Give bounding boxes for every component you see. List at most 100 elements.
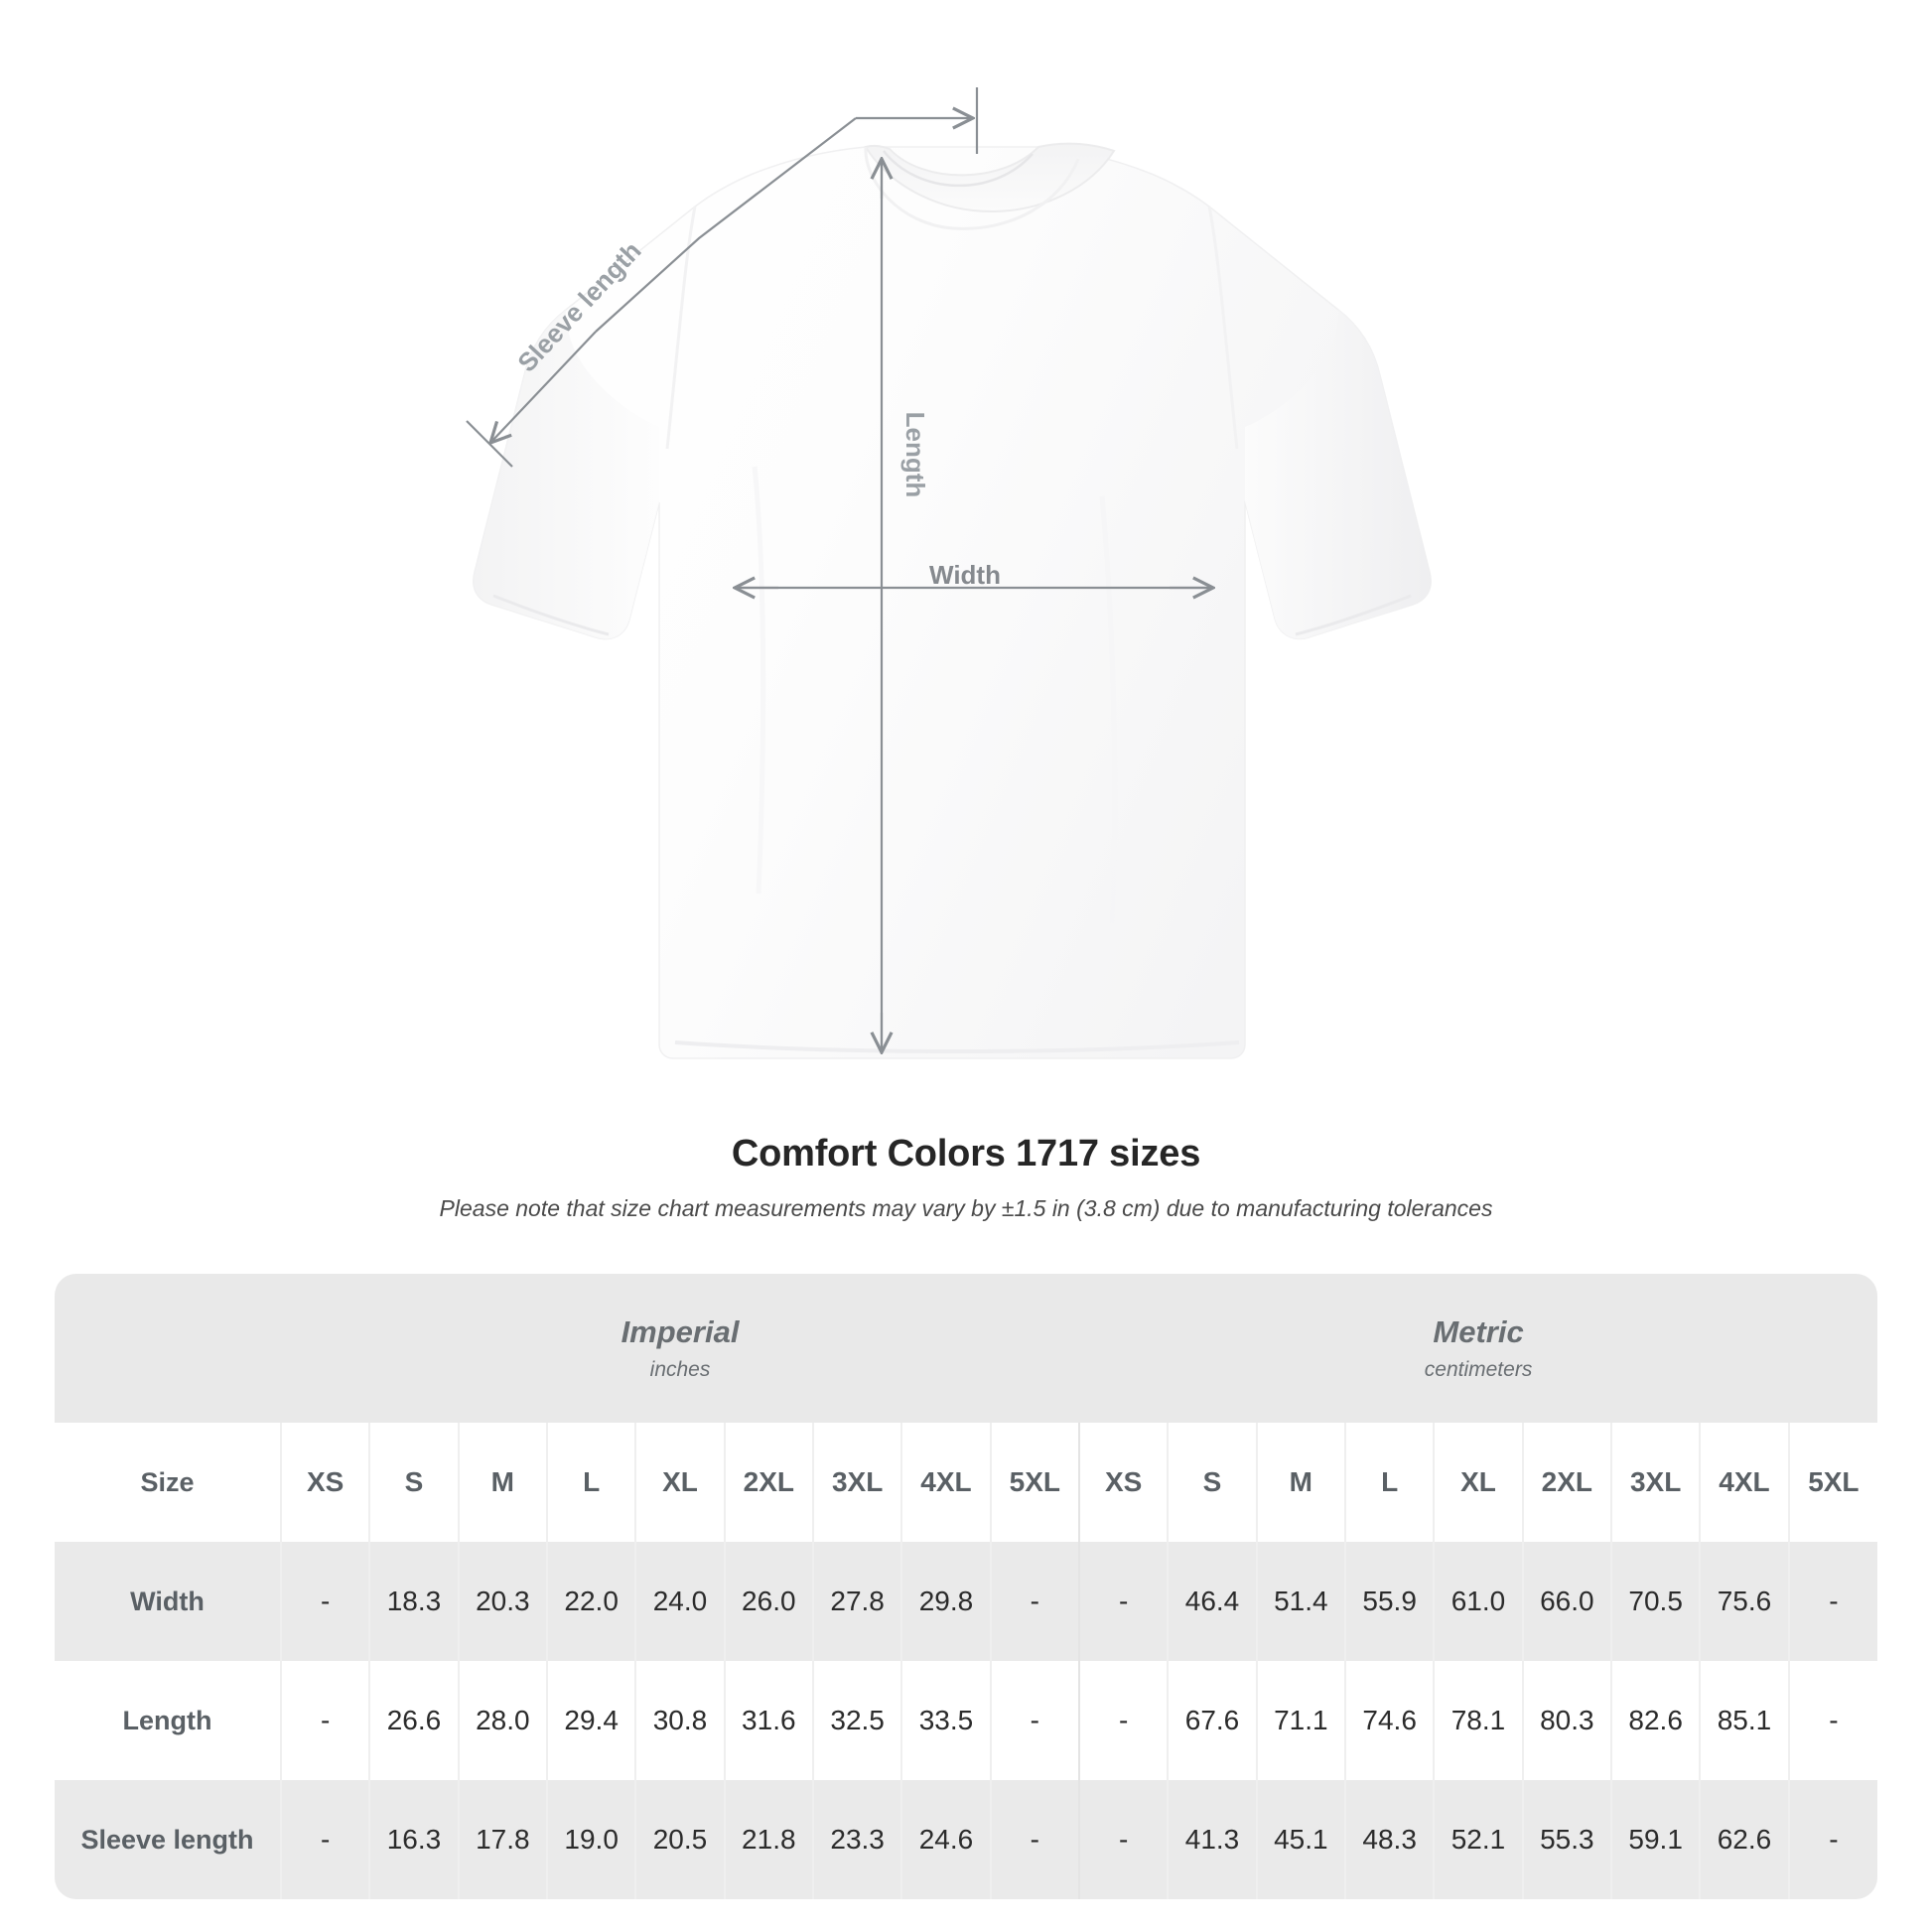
column-header-metric-4XL: 4XL	[1699, 1423, 1789, 1542]
left-sleeve-shading	[473, 310, 659, 639]
unit-band-spacer	[55, 1274, 281, 1423]
cell-imperial-XS: -	[279, 1661, 370, 1780]
unit-group-row: Imperial inches Metric centimeters	[55, 1274, 1878, 1423]
column-header-imperial-S: S	[368, 1423, 459, 1542]
column-header-metric-L: L	[1343, 1423, 1435, 1542]
tshirt-diagram-svg: Sleeve length Length Width	[466, 87, 1432, 1059]
column-header-metric-2XL: 2XL	[1521, 1423, 1611, 1542]
cell-imperial-3XL: 32.5	[811, 1661, 902, 1780]
column-header-imperial-M: M	[457, 1423, 547, 1542]
cell-metric-3XL: 59.1	[1609, 1780, 1701, 1899]
fabric-fold-2	[1099, 495, 1118, 924]
left-shoulder-seam	[665, 206, 697, 450]
unit-group-name: Imperial	[621, 1314, 740, 1350]
cell-metric-L: 48.3	[1343, 1780, 1435, 1899]
sleeve-leader-line	[595, 117, 857, 333]
cell-imperial-L: 22.0	[545, 1542, 636, 1661]
column-header-metric-3XL: 3XL	[1609, 1423, 1701, 1542]
length-label: Length	[900, 412, 930, 498]
cell-imperial-2XL: 26.0	[723, 1542, 813, 1661]
cell-metric-L: 55.9	[1343, 1542, 1435, 1661]
row-header-width: Width	[55, 1542, 281, 1661]
unit-group-subtitle: inches	[649, 1357, 711, 1381]
cell-metric-L: 74.6	[1343, 1661, 1435, 1780]
row-header-sleeve-length: Sleeve length	[55, 1780, 281, 1899]
collar-ribbing	[864, 142, 1116, 213]
cell-metric-2XL: 66.0	[1521, 1542, 1611, 1661]
cell-metric-S: 46.4	[1167, 1542, 1257, 1661]
right-sleeve-hem	[1295, 594, 1412, 636]
cell-imperial-4XL: 33.5	[900, 1661, 991, 1780]
cell-metric-M: 45.1	[1255, 1780, 1345, 1899]
cell-metric-3XL: 82.6	[1609, 1661, 1701, 1780]
cell-imperial-3XL: 23.3	[811, 1780, 902, 1899]
cell-metric-XS: -	[1078, 1780, 1169, 1899]
cell-imperial-XS: -	[279, 1542, 370, 1661]
cell-metric-4XL: 62.6	[1699, 1780, 1789, 1899]
cell-imperial-XS: -	[279, 1780, 370, 1899]
cell-metric-M: 71.1	[1255, 1661, 1345, 1780]
cell-imperial-S: 18.3	[368, 1542, 459, 1661]
collar-inner-edge	[883, 150, 1034, 188]
unit-group-imperial: Imperial inches	[281, 1274, 1080, 1423]
tshirt-illustration: Sleeve length Length Width	[466, 87, 1432, 1059]
cell-imperial-S: 16.3	[368, 1780, 459, 1899]
cell-imperial-M: 28.0	[457, 1661, 547, 1780]
row-header-length: Length	[55, 1661, 281, 1780]
cell-metric-M: 51.4	[1255, 1542, 1345, 1661]
bottom-hem	[674, 1040, 1240, 1053]
cell-imperial-M: 17.8	[457, 1780, 547, 1899]
cell-imperial-L: 19.0	[545, 1780, 636, 1899]
cell-metric-5XL: -	[1787, 1780, 1878, 1899]
fabric-fold-1	[752, 466, 766, 895]
column-header-imperial-3XL: 3XL	[811, 1423, 902, 1542]
size-header-row: Size XS S M L XL 2XL 3XL 4XL 5XL XS S M L XL 2XL 3XL 4XL 5…	[55, 1423, 1878, 1542]
tolerance-note: Please note that size chart measurements…	[439, 1194, 1493, 1221]
cell-metric-5XL: -	[1787, 1542, 1878, 1661]
column-header-imperial-2XL: 2XL	[723, 1423, 813, 1542]
measurement-guides	[466, 87, 1213, 1052]
unit-group-metric: Metric centimeters	[1079, 1274, 1878, 1423]
sleeve-length-arrow	[490, 331, 597, 443]
cell-imperial-2XL: 31.6	[723, 1661, 813, 1780]
width-label: Width	[929, 560, 1001, 590]
page-title: Comfort Colors 1717 sizes	[731, 1133, 1201, 1174]
cell-imperial-XL: 30.8	[634, 1661, 725, 1780]
cell-imperial-3XL: 27.8	[811, 1542, 902, 1661]
right-shoulder-seam	[1207, 206, 1239, 450]
cell-metric-2XL: 55.3	[1521, 1780, 1611, 1899]
cell-metric-XL: 52.1	[1433, 1780, 1523, 1899]
size-chart-table-wrap: Imperial inches Metric centimeters Size XS S M L…	[55, 1274, 1878, 1899]
cell-imperial-L: 29.4	[545, 1661, 636, 1780]
cell-imperial-XL: 20.5	[634, 1780, 725, 1899]
cell-metric-4XL: 85.1	[1699, 1661, 1789, 1780]
unit-group-name: Metric	[1433, 1314, 1524, 1350]
column-header-metric-M: M	[1255, 1423, 1345, 1542]
table-row: Length -26.6 28.0 29.4 30.8 31.6 32.5 33.5- -67.…	[55, 1661, 1878, 1780]
cell-imperial-5XL: -	[989, 1780, 1080, 1899]
cell-imperial-2XL: 21.8	[723, 1780, 813, 1899]
heading-block: Comfort Colors 1717 sizes Please note th…	[0, 1132, 1932, 1222]
right-sleeve-shading	[1245, 310, 1432, 639]
cell-metric-2XL: 80.3	[1521, 1661, 1611, 1780]
sleeve-end-tick	[466, 420, 513, 468]
column-header-imperial-XS: XS	[279, 1423, 370, 1542]
cell-imperial-4XL: 29.8	[900, 1542, 991, 1661]
column-header-metric-XL: XL	[1433, 1423, 1523, 1542]
table-row: Width -18.3 20.3 22.0 24.0 26.0 27.8 29.8- -46.4…	[55, 1542, 1878, 1661]
cell-imperial-S: 26.6	[368, 1661, 459, 1780]
cell-metric-XL: 61.0	[1433, 1542, 1523, 1661]
column-header-metric-XS: XS	[1078, 1423, 1169, 1542]
column-header-imperial-5XL: 5XL	[989, 1423, 1080, 1542]
cell-imperial-M: 20.3	[457, 1542, 547, 1661]
cell-imperial-4XL: 24.6	[900, 1780, 991, 1899]
left-sleeve-hem	[492, 594, 610, 636]
column-header-metric-S: S	[1167, 1423, 1257, 1542]
cell-metric-XS: -	[1078, 1661, 1169, 1780]
cell-metric-XS: -	[1078, 1542, 1169, 1661]
unit-group-subtitle: centimeters	[1424, 1357, 1533, 1381]
column-header-size: Size	[55, 1423, 281, 1542]
cell-imperial-5XL: -	[989, 1661, 1080, 1780]
column-header-imperial-4XL: 4XL	[900, 1423, 991, 1542]
tshirt-body	[473, 142, 1432, 1059]
